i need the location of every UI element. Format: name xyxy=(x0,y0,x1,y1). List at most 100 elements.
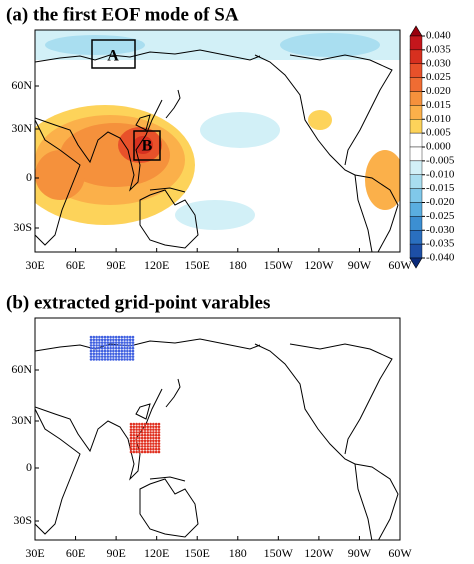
grid-point xyxy=(106,349,110,353)
grid-point xyxy=(152,445,155,448)
grid-point xyxy=(140,436,144,440)
grid-point xyxy=(157,431,161,434)
y-tick-label: 60N xyxy=(11,362,32,376)
colorbar-segment xyxy=(409,63,423,78)
grid-point xyxy=(103,358,107,361)
grid-point xyxy=(89,344,93,347)
grid-point xyxy=(92,335,96,339)
grid-point xyxy=(106,344,110,347)
grid-point xyxy=(132,442,136,445)
map-b xyxy=(35,335,399,540)
grid-point xyxy=(114,355,118,358)
grid-point xyxy=(123,346,126,350)
grid-point xyxy=(152,431,155,434)
grid-point xyxy=(123,358,126,361)
grid-point xyxy=(120,355,124,358)
grid-point xyxy=(138,447,141,451)
grid-point xyxy=(143,433,147,437)
grid-point xyxy=(100,344,104,347)
grid-point xyxy=(157,442,161,445)
box-label: B xyxy=(142,138,153,155)
x-tick-label: 90W xyxy=(348,258,372,272)
x-tick-label: 90E xyxy=(106,258,125,272)
x-tick-label: 180 xyxy=(229,546,247,560)
colorbar-segment xyxy=(409,188,423,203)
grid-point xyxy=(135,450,138,454)
grid-point xyxy=(92,346,96,350)
colorbar-label: -0.040 xyxy=(426,252,455,264)
grid-point xyxy=(120,346,124,350)
grid-point xyxy=(132,425,136,429)
grid-point xyxy=(128,338,132,342)
grid-point xyxy=(120,344,124,347)
grid-point xyxy=(152,450,155,454)
grid-point xyxy=(98,358,101,361)
x-tick-label: 150E xyxy=(185,546,210,560)
grid-point xyxy=(131,349,135,353)
grid-point xyxy=(146,447,150,451)
grid-point xyxy=(126,355,129,358)
grid-point xyxy=(112,341,115,344)
grid-point xyxy=(123,355,126,358)
colorbar-end xyxy=(409,25,423,37)
grid-point xyxy=(112,335,115,339)
grid-point xyxy=(132,431,136,434)
grid-point xyxy=(114,335,118,339)
colorbar-label: 0.005 xyxy=(426,127,451,139)
x-tick-label: 90W xyxy=(348,546,372,560)
grid-point xyxy=(152,428,155,431)
grid-point xyxy=(129,431,133,434)
grid-point xyxy=(154,433,158,437)
grid-point xyxy=(103,344,107,347)
colorbar-label: -0.035 xyxy=(426,238,455,250)
grid-point xyxy=(117,338,121,342)
y-tick-label: 60N xyxy=(11,78,32,92)
box-label: A xyxy=(107,48,119,65)
colorbar-segment xyxy=(409,216,423,231)
grid-point xyxy=(129,425,133,429)
y-tick-label: 0 xyxy=(26,170,32,184)
grid-point xyxy=(112,352,115,356)
grid-point xyxy=(129,439,133,443)
grid-point xyxy=(89,346,93,350)
grid-point xyxy=(143,442,147,445)
grid-point xyxy=(140,431,144,434)
box-a xyxy=(91,39,136,69)
grid-point xyxy=(140,422,144,426)
grid-point xyxy=(154,431,158,434)
grid-point xyxy=(154,439,158,443)
colorbar-label: 0.035 xyxy=(426,43,451,55)
grid-point xyxy=(95,349,98,353)
colorbar-label: 0.025 xyxy=(426,71,451,83)
grid-point xyxy=(89,349,93,353)
grid-point xyxy=(140,428,144,431)
colorbar-label: 0.010 xyxy=(426,113,451,125)
colorbar-label: -0.025 xyxy=(426,210,455,222)
grid-point xyxy=(123,341,126,344)
grid-point xyxy=(132,422,136,426)
grid-point xyxy=(109,355,112,358)
panel-title: (b) extracted grid-point varables xyxy=(6,292,270,313)
grid-point xyxy=(146,433,150,437)
grid-point xyxy=(100,349,104,353)
x-tick-label: 120E xyxy=(144,258,169,272)
x-tick-label: 150W xyxy=(264,258,294,272)
colorbar-segment xyxy=(409,77,423,92)
colorbar-segment xyxy=(409,243,423,259)
panel-title: (a) the first EOF mode of SA xyxy=(6,4,239,25)
grid-point xyxy=(89,358,93,361)
grid-point xyxy=(117,346,121,350)
grid-point xyxy=(132,436,136,440)
grid-point xyxy=(135,445,138,448)
x-tick-label: 120W xyxy=(304,546,334,560)
grid-point xyxy=(117,349,121,353)
map-frame xyxy=(34,29,401,253)
grid-point xyxy=(126,344,129,347)
colorbar-segment xyxy=(409,202,423,217)
grid-point xyxy=(143,425,147,429)
grid-point xyxy=(89,352,93,356)
grid-point xyxy=(120,341,124,344)
grid-point xyxy=(106,338,110,342)
grid-point xyxy=(157,447,161,451)
